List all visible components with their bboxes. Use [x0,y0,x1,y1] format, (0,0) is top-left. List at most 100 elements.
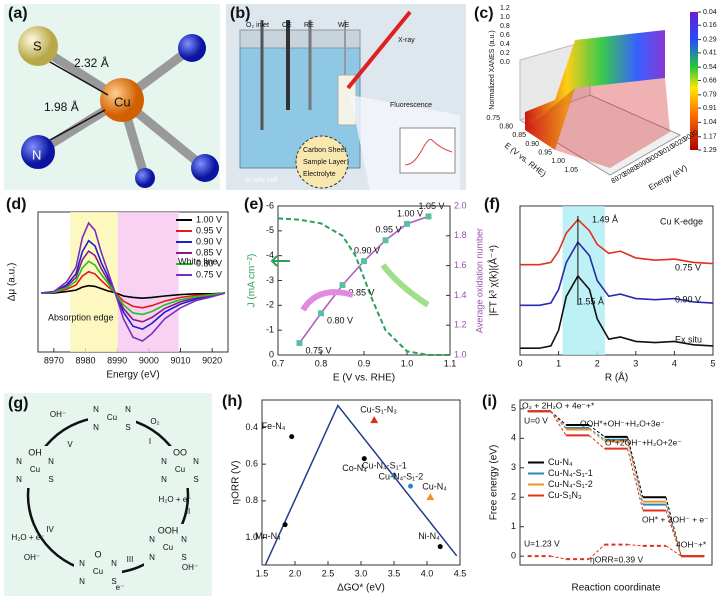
y-tick-label: 1 [511,521,516,531]
arrow [300,289,354,312]
white-line-band [117,212,179,352]
inset-circle [295,135,349,189]
atom-n [21,135,55,169]
series-label: 0.90 V [675,294,701,304]
colorbar-tick-label: 0.54 [703,64,717,71]
y-tick-label: -6 [266,200,274,210]
atom-label: Cu [30,465,40,474]
inset-plot [399,127,456,174]
cell-label: Fluorescence [390,102,432,109]
annotation: White line [178,256,218,266]
z-tick-label: 0.8 [500,23,510,30]
atom-label: Cu [107,413,117,422]
y-tick-label: 1.0 [245,532,258,542]
marker [318,310,324,317]
point-label: Mn-N₄ [255,531,281,541]
reagent-label: O₂ [150,417,159,426]
node-background [144,524,192,566]
legend-label: Cu-S₁N₃ [548,490,582,500]
marker [425,213,432,220]
z-tick-label: 1.2 [500,5,510,12]
legend-label: 0.95 V [196,225,222,235]
connector [665,501,682,557]
volcano-line [264,404,458,566]
e-tick-label: 0.80 [499,124,513,131]
y-tick-label: -2 [266,300,274,310]
atom-label: N [93,405,99,414]
cell-label: Electrolyte [303,171,336,178]
atom-s [18,26,58,66]
atom-label: N [149,553,155,562]
connector [627,448,644,511]
y-tick-label: 0 [269,349,274,359]
x-tick-label: 0.8 [315,358,328,368]
x-axis-label: R (Å) [605,371,628,384]
annotation: 1.49 Å [592,214,618,224]
y-tick-label: -5 [266,225,274,235]
panel-label: (d) [6,196,26,213]
connector [627,441,644,502]
bond-length: 1.98 Å [44,99,79,114]
peak-band [562,206,605,355]
plot-frame [277,205,451,356]
point [289,434,295,440]
point [370,416,379,424]
x-tick-label: 1 [556,358,561,368]
y2-tick-label: 1.0 [454,349,467,359]
z-tick-label: 0.4 [500,41,510,48]
x-tick-label: 1.0 [401,358,414,368]
atom-label: N [125,405,131,414]
point [408,483,413,489]
x-tick-label: 5 [710,358,715,368]
atom-n [135,168,155,188]
y-tick-label: -4 [266,250,274,260]
marker [382,237,389,244]
atom-label: S [33,38,42,53]
point [426,493,435,501]
y-tick-label: 4 [511,433,516,443]
y-tick-label: 0.4 [245,422,258,432]
x-tick-label: 9010 [170,355,190,365]
connector [627,544,643,547]
point [361,456,367,462]
point-label: Co-N₄ [342,463,367,473]
e-tick-label: 0.95 [538,150,552,157]
colorbar-tick-label: 1.04 [703,119,717,126]
y-axis-label: ηORR (V) [231,461,242,505]
panel-g: CuNNNSCuNNNSOOCuNNNSOOHCuNNNSOCuNNNSOHII… [11,394,204,592]
z-tick-label: 0.0 [500,59,510,66]
colorbar-tick-label: 0.79 [703,92,717,99]
y2-tick-label: 1.6 [454,260,467,270]
marker [339,281,346,288]
series-label: Ex situ [675,334,702,344]
e-tick-label: 0.75 [486,115,500,122]
connector [588,544,605,560]
y2-tick-label: 1.4 [454,290,467,300]
x-tick-label: 3 [633,358,638,368]
connector [588,424,605,438]
panel-label: (c) [474,5,494,22]
axis-label: Normalized XANES (a.u.) [489,30,496,109]
legend-label: 0.80 V [196,258,222,268]
reagent-label: H₂O + e⁻ [12,533,45,542]
e-tick-label: 0.90 [525,141,539,148]
step-label: IV [46,525,54,534]
adsorbate-label: O [94,549,101,559]
point-label: Cu-S₁-N₃ [360,405,397,415]
y-axis-label: |FT k³ χ(k)|(Å⁻⁴) [487,245,500,316]
panel-label: (g) [8,395,28,412]
e-tick-label: 0.85 [512,132,526,139]
atom-label: N [149,535,155,544]
node-background [74,548,122,590]
point-label: Cu-N₄-S₁-2 [379,472,424,482]
connector [665,510,682,557]
legend-label: Cu-N₄-S₁-2 [548,479,593,489]
cell-label: In situ cell [246,177,278,184]
atom-label: Cu [93,567,103,576]
bond-arrow [49,109,106,141]
marker [404,220,410,227]
x-tick-label: 3.0 [355,568,368,578]
panel-label: (a) [8,5,28,22]
point [282,522,288,528]
